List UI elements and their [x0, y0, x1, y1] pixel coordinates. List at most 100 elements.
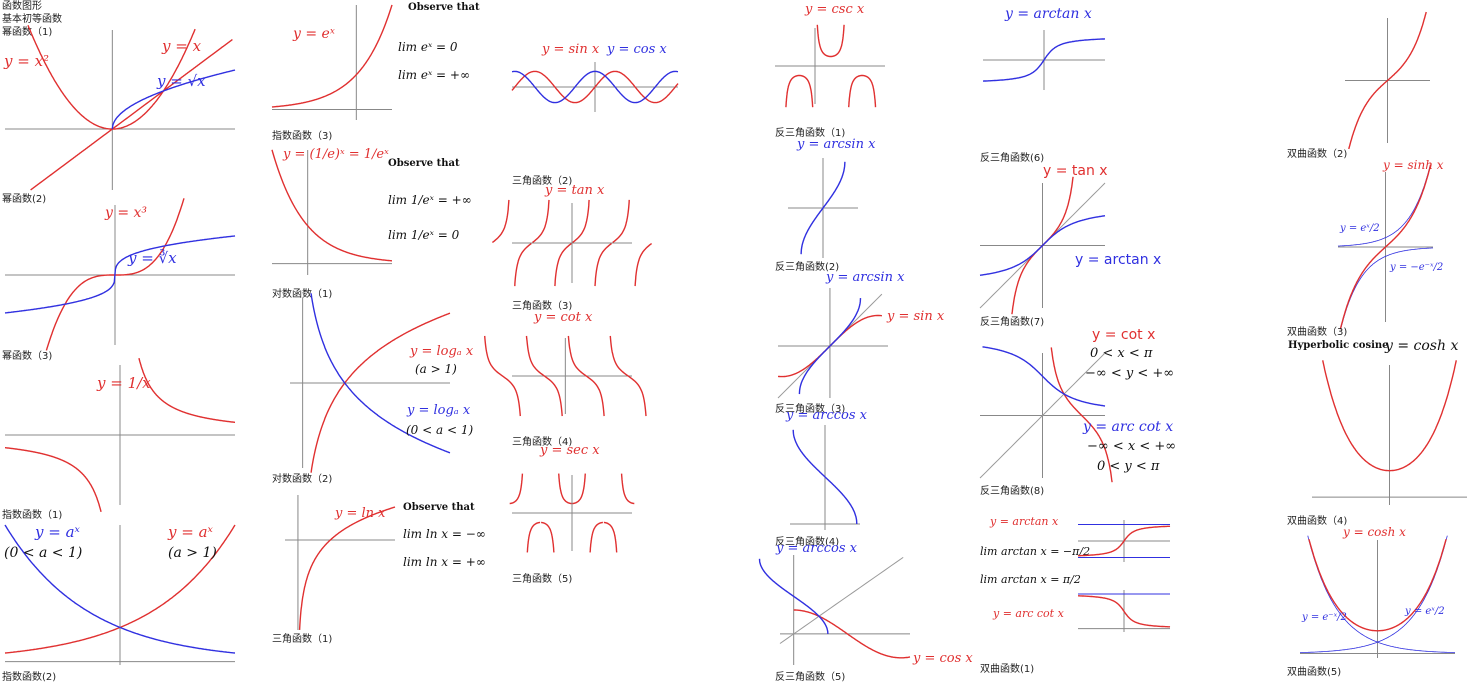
- label-sinh: y = sinh x: [1383, 158, 1444, 172]
- curve-cot-branch: [484, 335, 521, 417]
- tanh-like-graph: [1345, 11, 1430, 150]
- curve-half-exp-neg: [1307, 535, 1455, 653]
- label-ax-gt: y = aˣ: [168, 523, 213, 541]
- curve-ln: [298, 506, 396, 630]
- label-cond-log-lt: (0 < a < 1): [406, 423, 474, 437]
- lim-ex-2: lim eˣ = +∞: [398, 68, 470, 82]
- curve-exp-neg: [271, 149, 392, 262]
- curve-tan-branch: [572, 199, 612, 287]
- label-cosh-p: y = eˣ/2: [1405, 606, 1445, 617]
- label-y-x3: y = x³: [105, 205, 148, 221]
- lim-inv-2: lim 1/eˣ = 0: [388, 228, 460, 242]
- curve-arcsin-2: [798, 298, 862, 395]
- label-y-ex: y = eˣ: [293, 26, 335, 42]
- label-y-inv: y = 1/x: [97, 374, 151, 392]
- curve-cot-branch: [567, 335, 605, 417]
- curve-sec-branch: [572, 473, 603, 553]
- curve-sec-branch: [541, 473, 572, 553]
- caption-arc-7: 反三角函数(7): [980, 317, 1045, 328]
- header-line-1: 函数图形: [2, 1, 42, 12]
- label-ax-lt: y = aˣ: [35, 523, 80, 541]
- header-line-3: 幂函数（1): [2, 27, 53, 38]
- curve-arccot: [982, 346, 1106, 407]
- curve-identity: [30, 38, 233, 191]
- curve-arctan-3: [1077, 525, 1171, 557]
- page-header: 函数图形 基本初等函数 幂函数（1): [2, 0, 62, 39]
- observe-1: Observe that: [408, 2, 480, 13]
- label-arcsin: y = arcsin x: [797, 137, 876, 152]
- label-y-cbrt: y = ∛x: [128, 249, 177, 267]
- curve-arcsin: [800, 161, 846, 255]
- caption-log-2: 对数函数（2): [272, 474, 333, 485]
- caption-log-1: 对数函数（1): [272, 289, 333, 300]
- curve-csc-branch: [785, 74, 814, 108]
- label-y-x2: y = x²: [4, 52, 50, 70]
- label-arccot-3: y = arc cot x: [993, 607, 1064, 620]
- curve-exp-decay: [4, 524, 236, 654]
- label-arccot-dom: −∞ < x < +∞: [1087, 439, 1177, 454]
- curve-neg-half-exp: [1340, 247, 1434, 329]
- caption-trig-3: 三角函数（3): [512, 301, 573, 312]
- curve-half-exp-pos: [1300, 535, 1448, 653]
- caption-exp-2: 指数函数(2): [2, 672, 57, 683]
- arcsin-sin-graph: [777, 288, 888, 399]
- curve-sinh-plain: [1348, 11, 1427, 150]
- label-y-cot: y = cot x: [534, 310, 593, 325]
- curve-cot-branch: [609, 335, 647, 417]
- arccot-limits-graph: [1078, 590, 1171, 632]
- curve-inverse-negative: [5, 447, 102, 513]
- sec-graph: [509, 473, 635, 553]
- caption-arc-2: 反三角函数(2): [775, 262, 840, 273]
- sin-cos-graph: [511, 62, 679, 112]
- curve-arccos-2: [758, 558, 829, 634]
- caption-arc-6: 反三角函数(6): [980, 153, 1045, 164]
- label-arccos-2: y = arccos x: [776, 541, 857, 556]
- lim-inv-1: lim 1/eˣ = +∞: [388, 193, 472, 207]
- cot-arccot-graph: [979, 346, 1113, 483]
- label-arcsin-2: y = arcsin x: [826, 270, 905, 285]
- label-y-cos: y = cos x: [607, 42, 667, 57]
- curve-sin: [511, 70, 679, 104]
- curve-inverse-positive: [138, 357, 235, 423]
- curve-cot-restricted: [1050, 347, 1113, 483]
- curve-arccos: [792, 429, 858, 525]
- caption-arc-3: 反三角函数（3): [775, 404, 846, 415]
- curve-tan-branch: [491, 199, 532, 287]
- caption-hyp-3: 双曲函数（3): [1287, 327, 1348, 338]
- curve-arctan-2: [979, 215, 1106, 276]
- label-y-sec: y = sec x: [540, 443, 600, 458]
- lim-ln-2: lim ln x = +∞: [403, 555, 486, 569]
- label-cosh-m: y = e⁻ˣ/2: [1302, 612, 1347, 623]
- label-sin-2: y = sin x: [887, 309, 945, 324]
- label-cond-lt: (0 < a < 1): [4, 545, 83, 561]
- curve-sqrt: [111, 69, 236, 130]
- caption-exp-3: 指数函数（3): [272, 131, 333, 142]
- caption-arc-4: 反三角函数(4): [775, 537, 840, 548]
- observe-3: Observe that: [403, 502, 475, 513]
- curve-log-decay: [310, 293, 451, 454]
- caption-trig-4: 三角函数（4): [512, 437, 573, 448]
- caption-power-3: 幂函数（3): [2, 351, 53, 362]
- label-cot-rng: −∞ < y < +∞: [1085, 366, 1175, 381]
- observe-2: Observe that: [388, 158, 460, 169]
- label-arccot: y = arc cot x: [1083, 419, 1174, 435]
- label-arctan: y = arctan x: [1005, 6, 1092, 22]
- arccos-cos-graph: [758, 555, 911, 665]
- label-arccos: y = arccos x: [786, 408, 867, 423]
- curve-csc-branch: [816, 24, 845, 58]
- exp-a-graph: [4, 524, 236, 665]
- lim-atan-2: lim arctan x = π/2: [980, 573, 1081, 586]
- curve-cos: [511, 70, 679, 104]
- label-loga-gt: y = logₐ x: [410, 344, 474, 359]
- header-line-2: 基本初等函数: [2, 14, 62, 25]
- curve-csc-branch: [848, 74, 877, 108]
- label-cosh: y = cosh x: [1385, 338, 1459, 354]
- curve-arctan: [983, 38, 1105, 82]
- cot-graph: [484, 335, 647, 417]
- caption-trig-2: 三角函数（2): [512, 176, 573, 187]
- label-sinh-p: y = eˣ/2: [1340, 223, 1380, 234]
- csc-graph: [775, 24, 885, 108]
- caption-hyp-2: 双曲函数（2): [1287, 149, 1348, 160]
- curve-tan-branch: [612, 199, 653, 287]
- curve-log-growth: [310, 312, 451, 473]
